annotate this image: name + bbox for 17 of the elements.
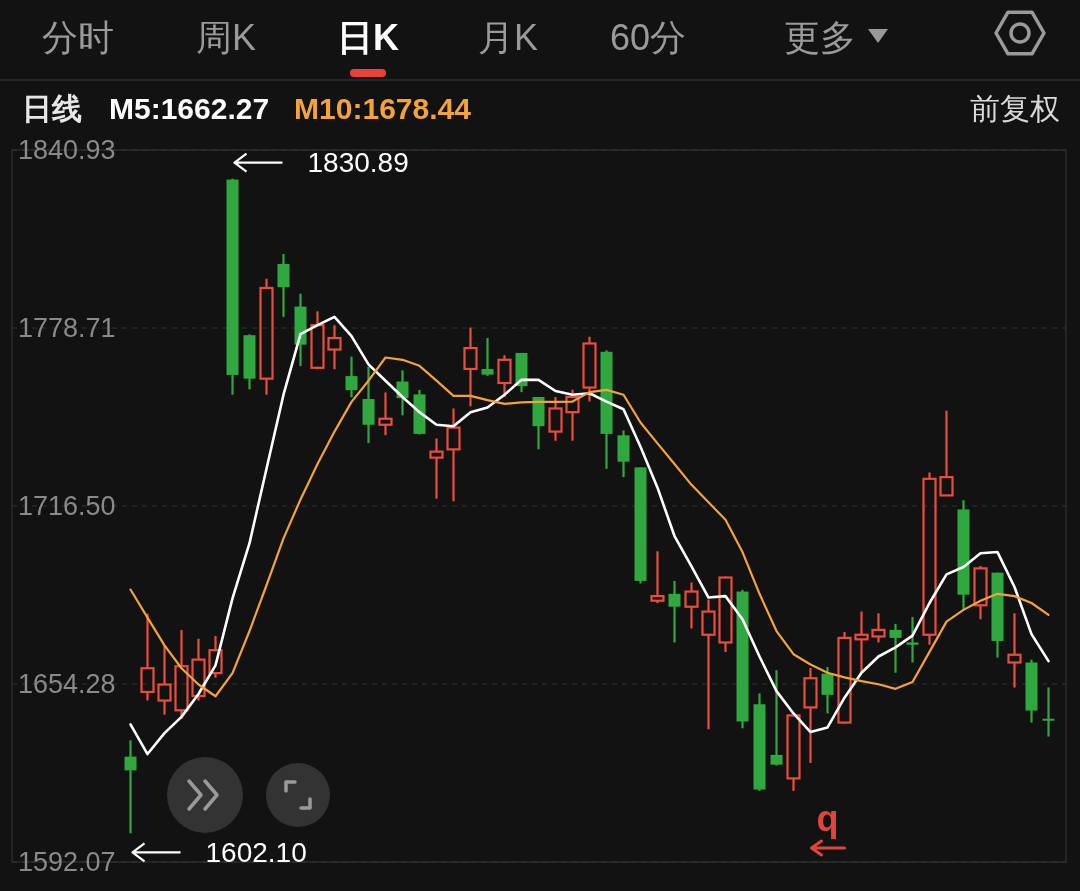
text: 日K — [337, 16, 399, 58]
annotation: 1602.10 — [205, 836, 307, 868]
y-tick-label: 1778.71 — [18, 313, 116, 344]
text: 周K — [195, 16, 257, 58]
y-tick-label: 1840.93 — [18, 135, 116, 165]
y-tick-label: 1592.07 — [18, 847, 116, 877]
annotation: 1830.89 — [307, 147, 409, 179]
chart-title: 日线 — [22, 91, 82, 125]
text: 60分 — [609, 16, 687, 58]
legend: M5:1662.27 M10:1678.44 — [109, 91, 471, 125]
y-tick-label: 1654.28 — [18, 669, 116, 700]
annotation: q — [816, 797, 839, 839]
text: 更多 — [784, 16, 856, 58]
text: 分时 — [42, 16, 114, 58]
text: 月K — [477, 16, 539, 58]
text: 前复权 — [970, 91, 1060, 125]
y-tick-label: 1716.50 — [18, 491, 116, 521]
